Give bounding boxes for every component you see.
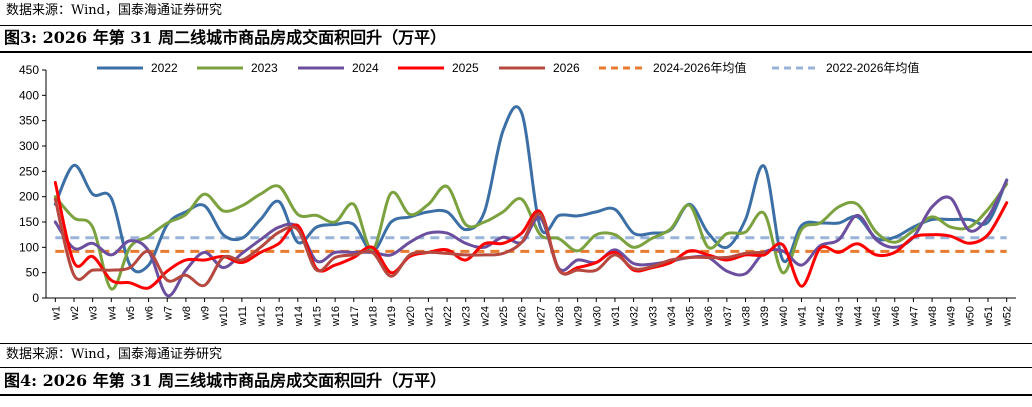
x-tick-label: w9 bbox=[200, 306, 212, 321]
source-note-bottom: 数据来源：Wind，国泰海通证券研究 bbox=[6, 347, 222, 362]
x-tick-label: w51 bbox=[983, 306, 995, 327]
y-tick-label: 0 bbox=[32, 291, 39, 305]
x-tick-label: w41 bbox=[796, 306, 808, 327]
y-tick-label: 100 bbox=[19, 240, 39, 254]
x-tick-label: w36 bbox=[703, 306, 715, 327]
x-tick-label: w44 bbox=[852, 306, 864, 327]
divider-top bbox=[0, 25, 1032, 26]
x-tick-label: w39 bbox=[759, 306, 771, 327]
x-tick-label: w43 bbox=[834, 306, 846, 327]
x-tick-label: w49 bbox=[946, 306, 958, 327]
next-figure-title: 图4: 2026 年第 31 周三线城市商品房成交面积回升（万平） bbox=[4, 371, 447, 390]
x-tick-label: w30 bbox=[591, 306, 603, 327]
x-tick-label: w14 bbox=[293, 306, 305, 327]
x-tick-label: w33 bbox=[647, 306, 659, 327]
legend-label-2024: 2024 bbox=[352, 61, 379, 75]
x-tick-label: w11 bbox=[237, 306, 249, 326]
divider-next bbox=[0, 367, 1032, 368]
divider-title bbox=[0, 51, 1032, 53]
divider-next-title bbox=[0, 394, 1032, 396]
x-tick-label: w38 bbox=[741, 306, 753, 327]
x-tick-label: w3 bbox=[88, 306, 100, 321]
y-tick-label: 150 bbox=[19, 215, 39, 229]
x-tick-label: w29 bbox=[573, 306, 585, 327]
series-line-2025 bbox=[53, 181, 1009, 290]
x-tick-label: w19 bbox=[386, 306, 398, 327]
x-tick-label: w37 bbox=[722, 306, 734, 327]
x-tick-label: w2 bbox=[69, 306, 81, 321]
x-tick-label: w28 bbox=[554, 306, 566, 327]
figure-title: 图3: 2026 年第 31 周二线城市商品房成交面积回升（万平） bbox=[4, 28, 447, 47]
line-chart: 0 50 100 150 200 250 300 350 400 450 w1 w2 w3 w4 w5 w6 w… bbox=[19, 60, 1016, 327]
x-tick-label: w13 bbox=[274, 306, 286, 327]
x-tick-label: w18 bbox=[367, 306, 379, 327]
source-note-top: 数据来源：Wind，国泰海通证券研究 bbox=[6, 3, 222, 18]
x-tick-label: w48 bbox=[927, 306, 939, 327]
y-tick-label: 400 bbox=[19, 88, 39, 102]
x-tick-label: w12 bbox=[256, 306, 268, 327]
series-line-2022 bbox=[53, 105, 1009, 274]
legend-label-2024-2026-: 2024-2026年均值 bbox=[653, 60, 746, 75]
divider-bottom bbox=[0, 343, 1032, 344]
x-tick-label: w47 bbox=[908, 306, 920, 327]
x-tick-label: w31 bbox=[610, 306, 622, 327]
x-tick-label: w23 bbox=[461, 306, 473, 327]
x-tick-label: w27 bbox=[535, 306, 547, 327]
x-tick-label: w10 bbox=[218, 306, 230, 327]
x-tick-label: w1 bbox=[50, 306, 62, 321]
x-tick-label: w50 bbox=[964, 306, 976, 327]
series-line-2026 bbox=[53, 197, 766, 288]
x-tick-label: w52 bbox=[1002, 306, 1014, 327]
x-tick-label: w26 bbox=[517, 306, 529, 327]
y-tick-label: 300 bbox=[19, 139, 39, 153]
x-tick-label: w16 bbox=[330, 306, 342, 327]
x-tick-label: w21 bbox=[423, 306, 435, 327]
legend-label-2026: 2026 bbox=[553, 61, 580, 75]
y-tick-label: 50 bbox=[26, 266, 40, 280]
x-tick-label: w4 bbox=[106, 306, 118, 321]
y-tick-label: 200 bbox=[19, 190, 39, 204]
x-tick-label: w20 bbox=[405, 306, 417, 327]
x-tick-label: w22 bbox=[442, 306, 454, 327]
y-tick-label: 350 bbox=[19, 114, 39, 128]
x-tick-label: w45 bbox=[871, 306, 883, 327]
legend-label-2023: 2023 bbox=[251, 61, 278, 75]
x-tick-label: w8 bbox=[181, 306, 193, 321]
x-tick-label: w42 bbox=[815, 306, 827, 327]
legend-label-2022-2026-: 2022-2026年均值 bbox=[826, 60, 919, 75]
x-tick-label: w24 bbox=[479, 306, 491, 327]
legend-label-2022: 2022 bbox=[151, 61, 178, 75]
y-tick-label: 250 bbox=[19, 164, 39, 178]
series-line-2023 bbox=[53, 182, 1009, 291]
legend-label-2025: 2025 bbox=[452, 61, 479, 75]
x-tick-label: w6 bbox=[144, 306, 156, 321]
x-tick-label: w25 bbox=[498, 306, 510, 327]
x-tick-label: w35 bbox=[685, 306, 697, 327]
x-tick-label: w17 bbox=[349, 306, 361, 327]
y-tick-label: 450 bbox=[19, 63, 39, 77]
x-tick-label: w32 bbox=[629, 306, 641, 327]
x-tick-label: w5 bbox=[125, 306, 137, 321]
x-tick-label: w46 bbox=[890, 306, 902, 327]
x-tick-label: w40 bbox=[778, 306, 790, 327]
x-tick-label: w15 bbox=[311, 306, 323, 327]
x-tick-label: w34 bbox=[666, 306, 678, 327]
x-tick-label: w7 bbox=[162, 306, 174, 321]
